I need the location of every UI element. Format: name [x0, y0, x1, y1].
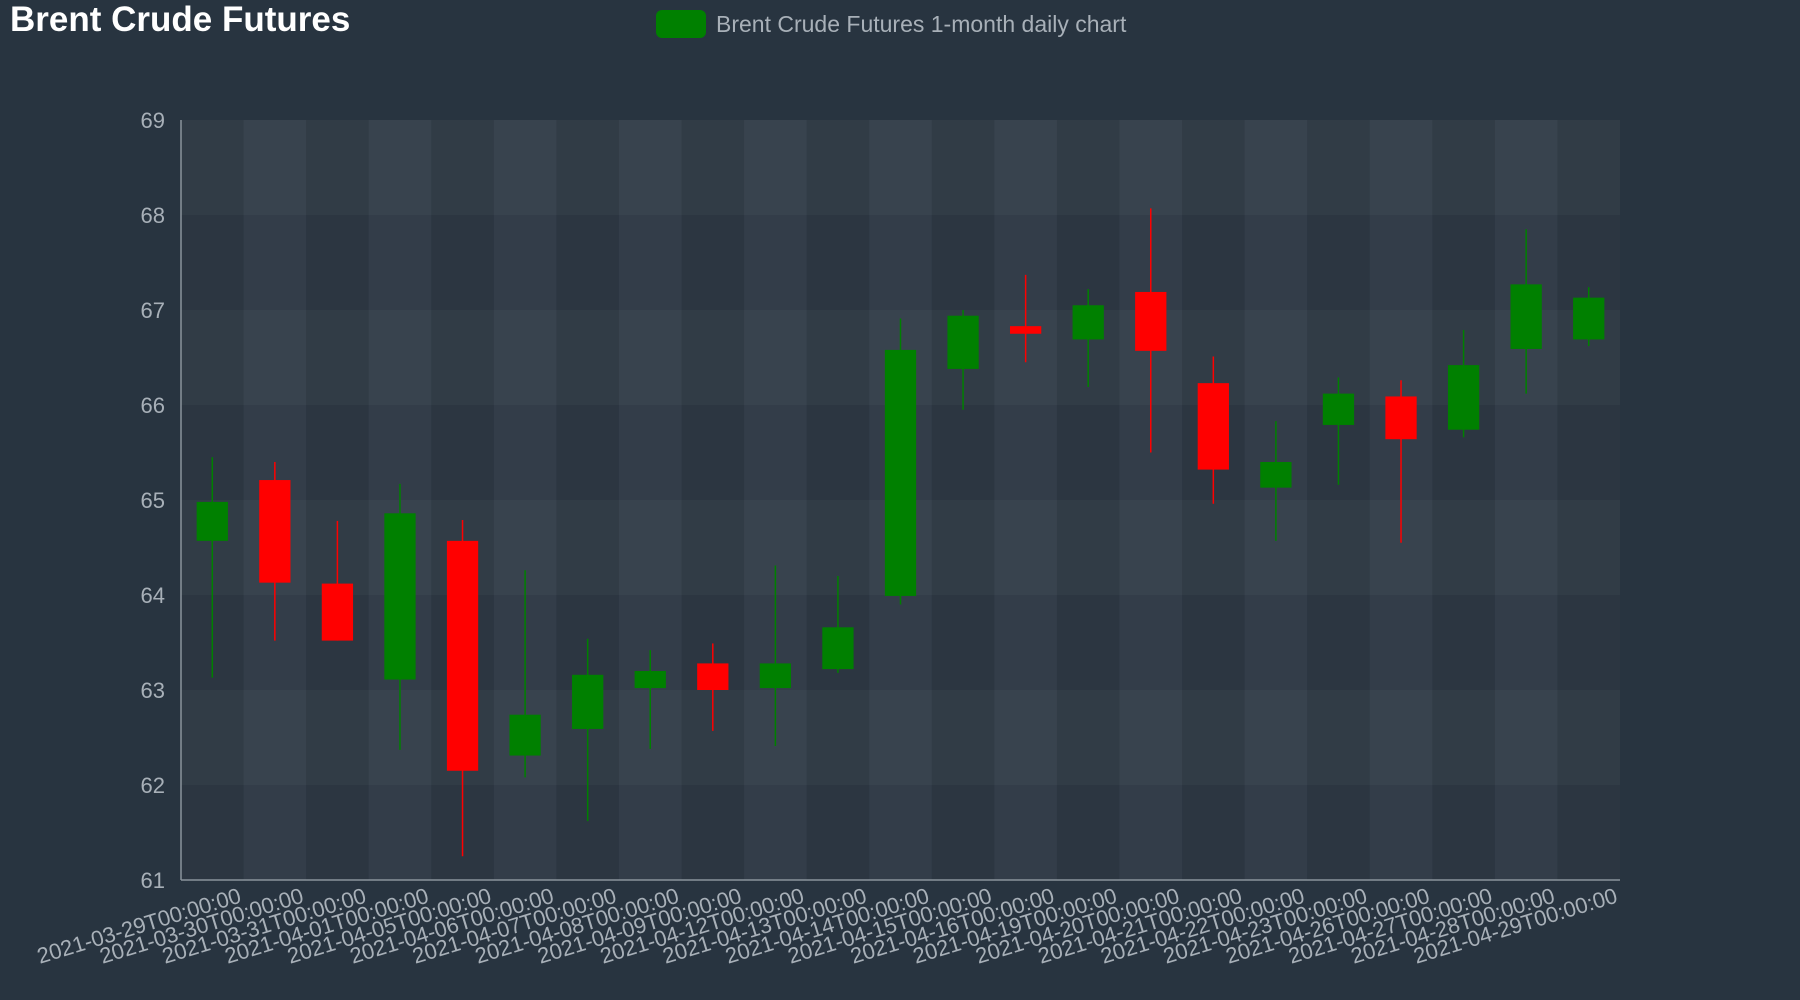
legend-swatch [656, 10, 706, 38]
candle-body [572, 674, 604, 729]
y-tick-label: 63 [141, 678, 165, 703]
y-tick-label: 69 [141, 108, 165, 133]
candle-body [1197, 383, 1229, 470]
candle-body [1135, 291, 1167, 351]
candle-body [822, 627, 854, 670]
candle-body [1385, 396, 1417, 440]
y-tick-label: 66 [141, 393, 165, 418]
grid-column [931, 120, 995, 880]
grid-band [181, 215, 1620, 310]
candle-body [384, 513, 416, 680]
y-tick-label: 64 [141, 583, 165, 608]
grid-column [1557, 120, 1620, 880]
grid-band [181, 690, 1620, 785]
y-tick-label: 65 [141, 488, 165, 513]
grid-column [994, 120, 1057, 880]
candle-body [196, 501, 228, 541]
y-tick-label: 62 [141, 773, 165, 798]
candle-body [1510, 284, 1542, 349]
grid-column [1056, 120, 1120, 880]
candle-body [697, 663, 729, 690]
y-tick-label: 61 [141, 868, 165, 893]
candle-body [1072, 305, 1104, 340]
candle-body [259, 480, 291, 583]
candle-body [634, 671, 666, 689]
legend[interactable]: Brent Crude Futures 1-month daily chart [656, 10, 1126, 38]
candle-body [1322, 393, 1355, 425]
grid-band [181, 120, 1620, 215]
y-tick-label: 68 [141, 203, 165, 228]
candle-body [1260, 462, 1292, 488]
grid-column [1432, 120, 1495, 880]
grid-column [744, 120, 807, 880]
grid-band [181, 595, 1620, 690]
chart-title: Brent Crude Futures [10, 0, 351, 39]
legend-label: Brent Crude Futures 1-month daily chart [716, 10, 1127, 37]
y-tick-label: 67 [141, 298, 165, 323]
candle-body [1447, 365, 1480, 430]
candle-body [759, 663, 792, 689]
candle-body [1573, 297, 1605, 340]
candle-body [446, 540, 479, 771]
candle-body [947, 315, 979, 369]
candle-body [884, 349, 917, 596]
candle-body [1009, 326, 1042, 334]
candle-body [321, 583, 354, 641]
grid-column [1307, 120, 1370, 880]
candle-body [509, 714, 541, 756]
grid-column [306, 120, 369, 880]
grid-column [619, 120, 682, 880]
grid-column [806, 120, 870, 880]
grid-column [681, 120, 745, 880]
grid-band [181, 785, 1620, 880]
